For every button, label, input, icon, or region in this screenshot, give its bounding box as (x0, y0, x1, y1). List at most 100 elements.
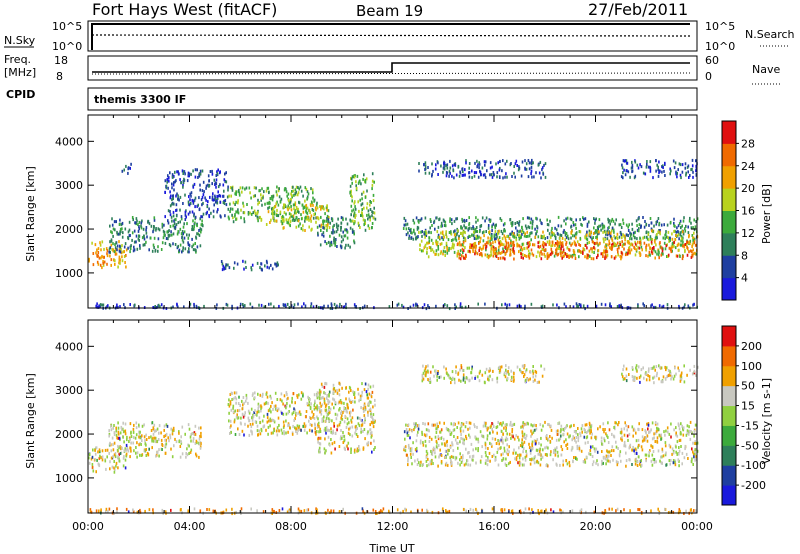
nave-trace (91, 72, 691, 75)
data-cell (194, 175, 197, 179)
data-cell (366, 206, 368, 210)
data-cell (240, 216, 242, 220)
data-cell (437, 225, 440, 229)
data-cell (663, 241, 666, 245)
data-cell (676, 452, 678, 456)
data-cell (573, 436, 575, 440)
data-cell (123, 255, 126, 258)
data-cell (225, 180, 228, 184)
data-cell (596, 459, 598, 463)
data-cell (474, 435, 476, 439)
data-cell (475, 226, 478, 229)
data-cell (511, 428, 514, 431)
data-cell (233, 261, 236, 265)
data-cell (492, 422, 494, 426)
data-cell (363, 304, 366, 308)
data-cell (130, 441, 132, 445)
colorbar-tick-label: 16 (741, 205, 755, 218)
data-cell (206, 210, 208, 214)
data-cell (586, 253, 588, 257)
data-cell (102, 263, 105, 267)
data-cell (227, 403, 230, 406)
data-cell (300, 189, 303, 193)
data-cell (320, 404, 322, 408)
data-cell (651, 445, 654, 449)
data-cell (555, 228, 558, 232)
data-cell (193, 304, 195, 308)
data-cell (279, 398, 282, 402)
data-cell (666, 303, 669, 307)
data-cell (445, 232, 447, 236)
data-cell (191, 210, 194, 214)
data-cell (458, 234, 460, 238)
data-cell (448, 246, 450, 250)
data-cell (645, 248, 647, 252)
data-cell (481, 231, 484, 235)
data-cell (514, 457, 516, 461)
data-cell (195, 304, 198, 308)
data-cell (234, 409, 236, 413)
data-cell (363, 408, 366, 412)
data-cell (251, 393, 254, 397)
data-cell (118, 453, 120, 457)
data-cell (296, 394, 298, 398)
data-cell (288, 212, 291, 216)
data-cell (618, 246, 620, 250)
data-cell (255, 213, 257, 217)
data-cell (693, 218, 695, 222)
data-cell (257, 406, 260, 410)
data-cell (546, 218, 548, 222)
data-cell (172, 224, 174, 228)
data-cell (308, 218, 310, 222)
data-cell (296, 193, 299, 197)
data-cell (166, 180, 168, 184)
data-cell (505, 241, 508, 245)
data-cell (458, 252, 460, 256)
data-cell (355, 184, 357, 188)
data-cell (281, 222, 284, 225)
data-cell (637, 240, 639, 244)
data-cell (397, 302, 400, 306)
data-cell (201, 219, 203, 223)
data-cell (310, 219, 312, 223)
data-cell (449, 166, 452, 170)
data-cell (604, 257, 606, 260)
data-cell (671, 232, 673, 236)
data-cell (648, 431, 650, 434)
data-cell (442, 218, 445, 222)
data-cell (511, 248, 514, 251)
data-cell (611, 237, 613, 241)
data-cell (254, 420, 257, 424)
data-cell (589, 452, 592, 456)
data-cell (143, 423, 145, 427)
data-cell (640, 165, 643, 169)
data-cell (629, 234, 632, 238)
data-cell (182, 170, 185, 174)
data-cell (571, 229, 573, 233)
data-cell (417, 226, 420, 230)
data-cell (155, 454, 157, 458)
data-cell (149, 236, 152, 240)
data-cell (285, 391, 288, 395)
data-cell (506, 432, 508, 436)
data-cell (174, 243, 177, 246)
data-cell (632, 434, 634, 438)
data-cell (202, 224, 204, 228)
data-cell (318, 425, 320, 428)
data-cell (321, 384, 324, 388)
data-cell (463, 442, 465, 446)
data-cell (629, 243, 632, 247)
data-cell (113, 460, 115, 463)
data-cell (336, 389, 338, 393)
data-cell (330, 304, 333, 307)
data-cell (437, 161, 439, 165)
data-cell (608, 242, 611, 246)
data-cell (549, 241, 551, 245)
data-cell (116, 303, 118, 307)
data-cell (203, 304, 205, 308)
data-cell (647, 427, 649, 431)
data-cell (516, 164, 518, 167)
data-cell (530, 161, 532, 165)
data-cell (511, 434, 513, 438)
